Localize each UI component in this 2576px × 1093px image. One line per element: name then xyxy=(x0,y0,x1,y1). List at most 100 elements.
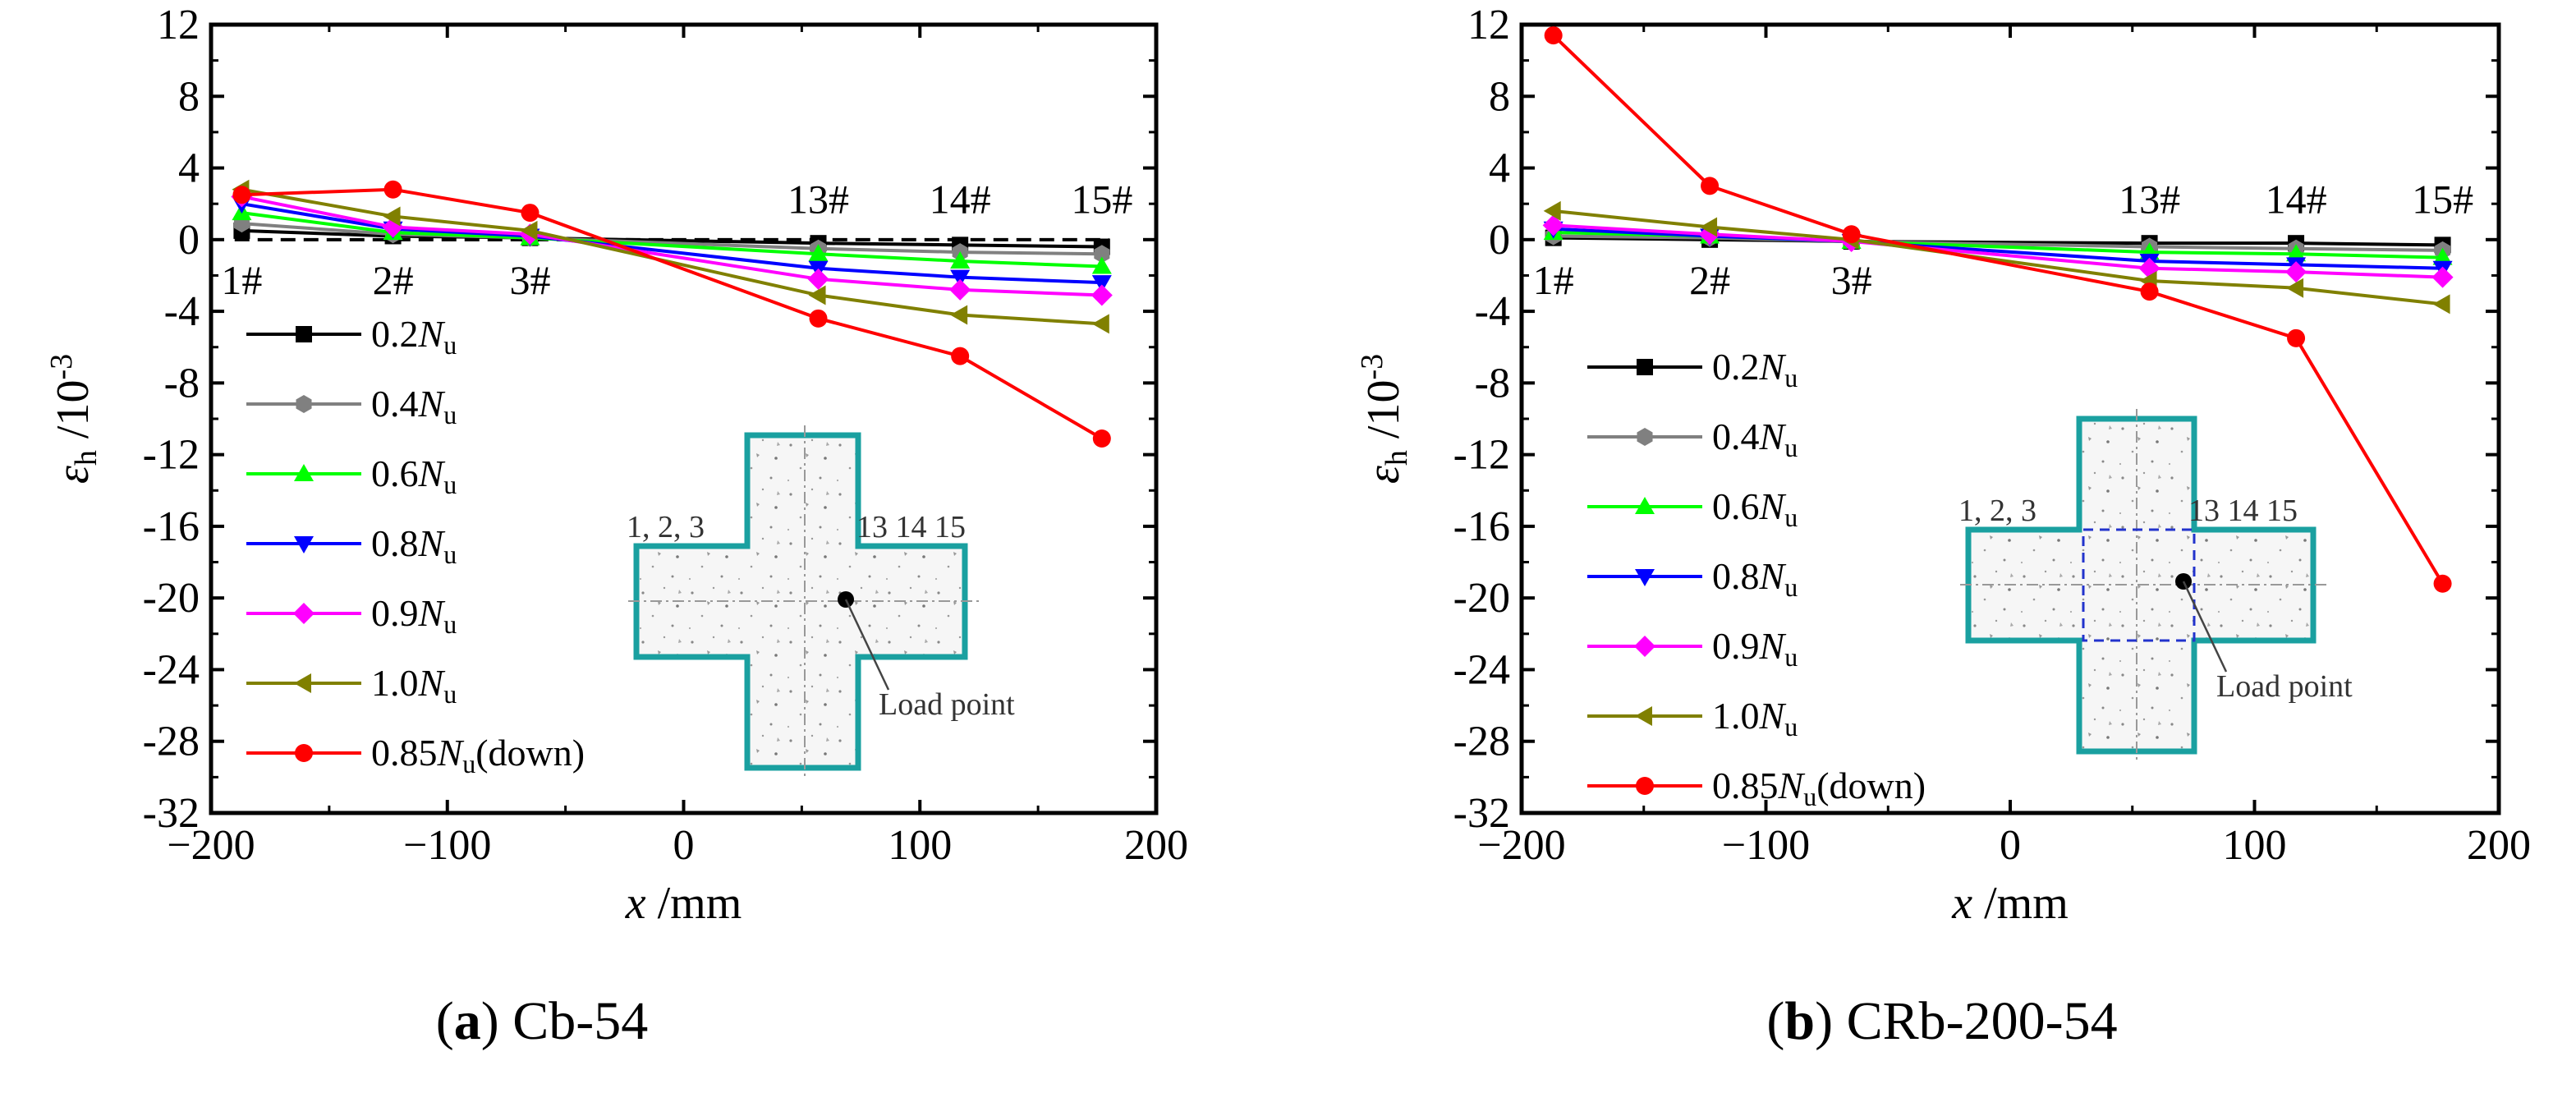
y-tick-label: -28 xyxy=(1453,719,1510,765)
series-line xyxy=(241,187,1103,440)
confinement-outline xyxy=(2082,528,2196,642)
y-axis-title: εh /10-3 xyxy=(1355,354,1414,484)
data-point-circle xyxy=(232,186,251,204)
data-point-triangle-up xyxy=(1635,497,1655,514)
legend-label: 0.85Nu(down) xyxy=(1712,765,1926,811)
data-point-triangle-left xyxy=(383,206,401,227)
y-tick-label: 8 xyxy=(1489,73,1510,120)
data-point-circle xyxy=(1842,225,1861,244)
legend-label: 0.6Nu xyxy=(1712,485,1798,532)
inset-gauges-left: 1, 2, 3 xyxy=(627,510,705,544)
legend-item: 0.8Nu xyxy=(246,522,457,569)
inset-gauges-right: 13 14 15 xyxy=(856,510,966,544)
gauge-label: 1# xyxy=(221,257,262,303)
legend-label: 0.9Nu xyxy=(371,592,457,639)
series-0-85Nu-down xyxy=(232,180,1111,448)
y-tick-label: -12 xyxy=(143,432,200,479)
legend-item: 0.2Nu xyxy=(1587,346,1798,393)
legend-label: 0.6Nu xyxy=(371,452,457,499)
series-line xyxy=(241,187,1102,326)
gauge-label: 13# xyxy=(2119,177,2180,223)
legend-item: 0.6Nu xyxy=(1587,485,1798,532)
data-point-circle xyxy=(1636,777,1654,795)
y-tick-label: 0 xyxy=(1489,217,1510,264)
data-point-circle xyxy=(2140,282,2159,301)
data-point-diamond xyxy=(2431,266,2454,288)
series-0-9Nu xyxy=(1542,214,2454,288)
data-point-triangle-up xyxy=(808,244,829,262)
data-point-triangle-left xyxy=(520,220,538,241)
series-line xyxy=(241,195,1102,297)
data-point-diamond xyxy=(2285,261,2307,283)
data-point-triangle-up xyxy=(950,251,971,269)
legend-item: 0.4Nu xyxy=(246,383,457,429)
gauge-label: 15# xyxy=(1071,177,1132,223)
data-point-hexagon xyxy=(1637,428,1653,446)
data-point-triangle-up xyxy=(2286,244,2307,262)
data-point-hexagon xyxy=(1094,245,1110,264)
data-point-diamond xyxy=(807,268,829,290)
y-tick-label: -4 xyxy=(164,288,200,335)
data-point-diamond xyxy=(293,603,315,624)
legend-label: 0.8Nu xyxy=(371,522,457,569)
data-point-triangle-left xyxy=(950,305,968,325)
data-point-circle xyxy=(2287,328,2306,347)
x-tick-label: −200 xyxy=(1477,822,1565,869)
y-tick-label: -24 xyxy=(143,646,200,693)
chart-panel-b: 12 8 4 0 -4 -8 -12 -16 -20 -24 -28 -32−200 −100 0 100 2… xyxy=(1355,2,2531,1051)
data-point-triangle-down xyxy=(1635,569,1655,586)
x-tick-label: 200 xyxy=(2467,822,2531,869)
y-tick-label: -20 xyxy=(143,575,200,622)
chart-panel-a: 12 8 4 0 -4 -8 -12 -16 -20 -24 -28 -32−200 −100 0 100 2… xyxy=(44,2,1188,1051)
gauge-label: 2# xyxy=(1689,257,1730,303)
x-tick-label: 200 xyxy=(1124,822,1188,869)
data-point-square xyxy=(1637,359,1653,375)
series-line xyxy=(1553,209,2443,306)
x-tick-label: −200 xyxy=(167,822,255,869)
data-point-triangle-up xyxy=(1091,256,1112,274)
data-point-circle xyxy=(1701,177,1720,195)
panel-caption: (a) Cb-54 xyxy=(436,991,648,1051)
data-point-triangle-left xyxy=(1635,706,1652,726)
data-point-diamond xyxy=(1634,636,1655,657)
load-point-label: Load point xyxy=(2216,669,2353,704)
data-point-circle xyxy=(1092,429,1111,448)
x-tick-label: −100 xyxy=(403,822,491,869)
data-point-circle xyxy=(809,309,828,328)
gauge-label: 15# xyxy=(2412,177,2473,223)
series-line xyxy=(241,228,1102,249)
data-point-triangle-up xyxy=(294,464,314,481)
legend-label: 0.9Nu xyxy=(1712,625,1798,672)
legend: 0.2Nu 0.4Nu 0.6Nu 0.8Nu 0.9Nu 1.0Nu 0.85Nu(dow… xyxy=(1587,346,1926,811)
data-point-triangle-left xyxy=(1091,314,1109,334)
data-point-triangle-down xyxy=(1091,275,1112,293)
legend-item: 1.0Nu xyxy=(1587,695,1798,742)
legend-item: 0.8Nu xyxy=(1587,555,1798,602)
y-tick-label: -28 xyxy=(143,719,200,765)
legend: 0.2Nu 0.4Nu 0.6Nu 0.8Nu 0.9Nu 1.0Nu 0.85Nu(dow… xyxy=(246,313,585,778)
data-point-triangle-left xyxy=(808,285,826,305)
gauge-label: 1# xyxy=(1533,257,1574,303)
inset-gauges-right: 13 14 15 xyxy=(2188,494,2298,528)
x-tick-label: 0 xyxy=(673,822,695,869)
gauge-label: 14# xyxy=(930,177,991,223)
cross-section-inset: Load point 1, 2, 3 13 14 15 xyxy=(627,425,1015,780)
cross-section-inset: Load point 1, 2, 3 13 14 15 xyxy=(1958,409,2353,764)
data-point-triangle-left xyxy=(1700,217,1718,237)
data-point-circle xyxy=(295,744,313,762)
data-point-triangle-left xyxy=(1543,200,1561,221)
data-point-diamond xyxy=(1091,284,1113,306)
panel-caption: (b) CRb-200-54 xyxy=(1766,991,2117,1051)
inset-gauges-left: 1, 2, 3 xyxy=(1958,494,2036,528)
gauge-label: 3# xyxy=(1831,257,1872,303)
y-tick-label: 8 xyxy=(178,73,200,120)
series-line xyxy=(241,211,1102,269)
series-line xyxy=(1553,236,2443,247)
y-tick-label: -16 xyxy=(143,503,200,550)
data-point-diamond xyxy=(1542,214,1564,237)
x-tick-label: 0 xyxy=(2000,822,2021,869)
data-point-circle xyxy=(1544,26,1563,45)
data-point-hexagon xyxy=(296,395,312,413)
load-point-leader xyxy=(2182,581,2228,673)
y-tick-label: -12 xyxy=(1453,432,1510,479)
